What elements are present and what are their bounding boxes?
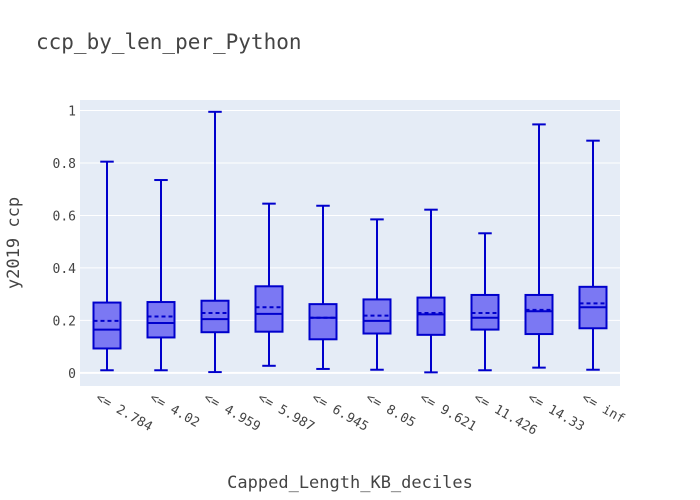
box-6 (362, 218, 392, 371)
x-tick-labels: <= 2.784<= 4.02 <= 4.959<= 5.987<= 6.945<… (93, 390, 627, 438)
grid-lines (80, 109, 620, 374)
box-2 (146, 179, 176, 372)
y-tick-labels: 0 0.2 0.4 0.6 0.8 1 (53, 104, 77, 381)
boxes-layer (92, 110, 608, 374)
x-tick-label: <= 4.02 (147, 390, 202, 430)
y-tick-label: 0.6 (53, 209, 76, 224)
box-3 (200, 110, 230, 374)
box-7 (416, 208, 446, 374)
box-9 (524, 123, 554, 369)
iqr-box (524, 293, 554, 336)
y-tick-label: 0.2 (53, 314, 76, 329)
x-tick-label: <= 2.784 (93, 390, 155, 434)
x-tick-label: <= 9.621 (417, 390, 479, 434)
y-axis-title: y2019 ccp (4, 197, 24, 289)
x-tick-label: <= 6.945 (309, 390, 371, 434)
iqr-box (416, 296, 446, 336)
x-tick-label: <= 5.987 (255, 390, 317, 434)
x-axis-title: Capped_Length_KB_deciles (227, 473, 473, 493)
iqr-box (92, 301, 122, 350)
box-1 (92, 160, 122, 372)
y-tick-label: 0.8 (53, 157, 76, 172)
y-tick-label: 1 (68, 104, 76, 119)
y-tick-label: 0 (68, 367, 76, 382)
x-tick-label: <= 4.959 (201, 390, 263, 434)
chart-title: ccp_by_len_per_Python (36, 30, 302, 54)
iqr-box (200, 299, 230, 334)
iqr-box (146, 301, 176, 339)
box-8 (470, 232, 500, 372)
iqr-box (308, 303, 338, 341)
box-5 (308, 204, 338, 370)
iqr-box (254, 285, 284, 333)
x-tick-label: <= 8.05 (363, 390, 418, 430)
box-10 (578, 139, 608, 371)
box-4 (254, 202, 284, 367)
y-tick-label: 0.4 (53, 262, 77, 277)
